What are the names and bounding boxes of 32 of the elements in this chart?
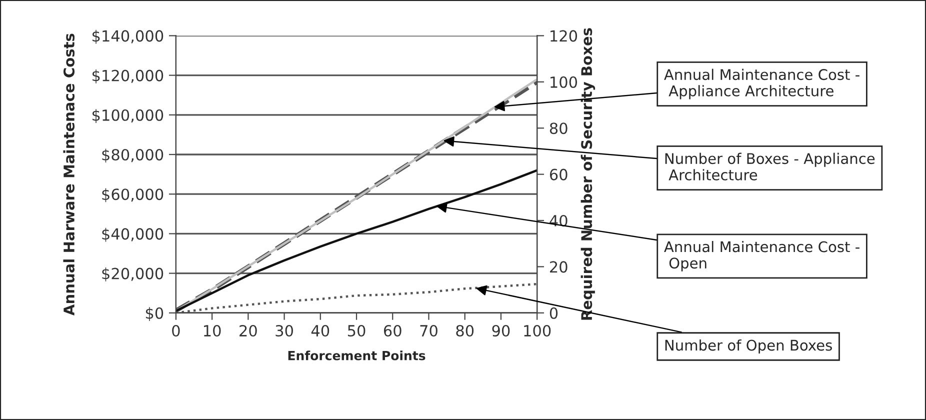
y-tick-label: $120,000: [92, 69, 164, 84]
y-tick-label: $140,000: [92, 30, 164, 44]
annotation: Annual Maintenance Cost - Open: [664, 240, 860, 272]
y-tick-label: $0: [146, 307, 164, 321]
x-tick-label: 80: [456, 324, 474, 337]
x-tick-label: 30: [276, 324, 293, 337]
x-tick-label: 70: [420, 324, 438, 337]
annotation: Number of Open Boxes: [665, 339, 832, 354]
y2-tick-label: 80: [550, 122, 568, 134]
y-tick-label: $80,000: [102, 148, 164, 163]
y2-tick-label: 60: [550, 168, 568, 180]
x-axis-title: Enforcement Points: [288, 350, 426, 360]
annotation: Number of Boxes - Appliance Architecture: [665, 152, 875, 180]
x-tick-label: 20: [240, 324, 257, 337]
y2-tick-label: 120: [550, 30, 578, 42]
x-tick-label: 50: [348, 324, 366, 337]
y2-tick-label: 100: [550, 76, 578, 88]
y2-tick-label: 20: [550, 261, 568, 273]
y2-axis-title: Required Number of Security Boxes: [580, 28, 596, 320]
y-tick-label: $20,000: [102, 267, 164, 282]
x-tick-label: 10: [204, 324, 221, 337]
x-tick-label: 60: [384, 324, 402, 337]
x-tick-label: 0: [172, 324, 180, 337]
annotation: Annual Maintenance Cost - Appliance Architecture: [664, 68, 860, 100]
y2-tick-label: 0: [550, 307, 558, 319]
x-tick-label: 40: [311, 324, 330, 337]
x-tick-label: 90: [492, 324, 510, 337]
y-tick-label: $60,000: [102, 188, 164, 202]
y-tick-label: $100,000: [92, 109, 164, 123]
x-tick-label: 100: [524, 324, 551, 337]
y-tick-label: $40,000: [102, 228, 164, 242]
y-axis-title: Annual Harware Maintenace Costs: [63, 34, 75, 316]
